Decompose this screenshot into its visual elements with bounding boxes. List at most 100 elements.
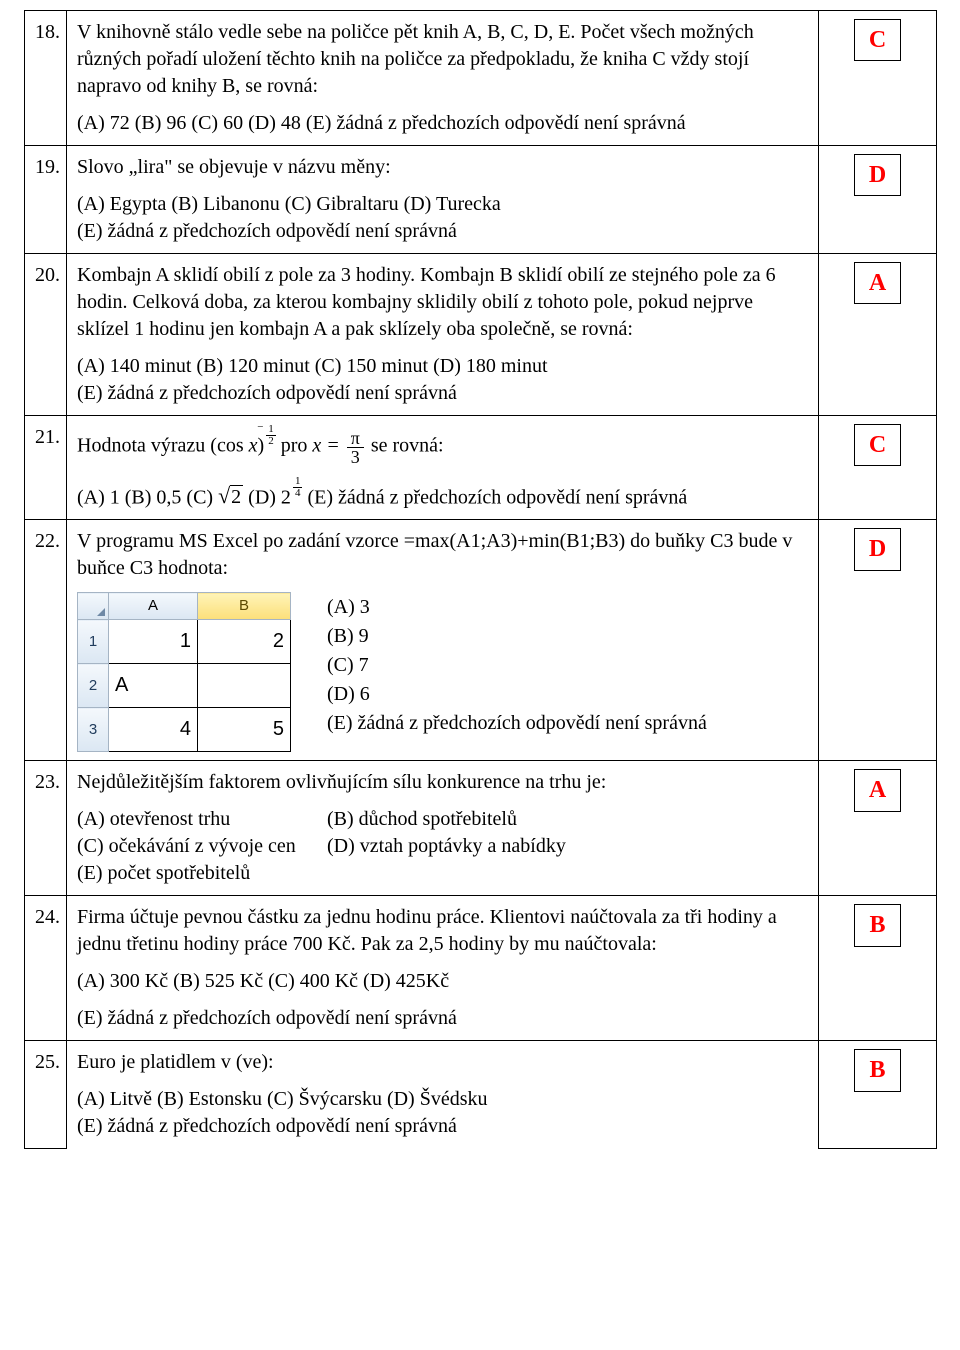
cell[interactable]: [198, 664, 291, 708]
q-options: (A) Egypta (B) Libanonu (C) Gibraltaru (…: [77, 191, 808, 245]
q-options: (A) 1 (B) 0,5 (C) √2 (D) 214 (E) žádná z…: [77, 476, 808, 512]
text: Hodnota výrazu (cos: [77, 435, 249, 457]
numerator: 1: [293, 476, 303, 487]
option: (B) důchod spotřebitelů: [327, 808, 517, 830]
answer-box: C: [854, 19, 901, 61]
option: (D) 6: [327, 681, 707, 708]
col-header[interactable]: B: [198, 593, 291, 620]
answer-cell: D: [819, 520, 937, 761]
questions-table: 18. V knihovně stálo vedle sebe na polič…: [24, 10, 937, 1149]
text: (E) žádná z předchozích odpovědí není sp…: [302, 486, 687, 508]
text: pro: [276, 435, 313, 457]
q-body: V knihovně stálo vedle sebe na poličce p…: [67, 11, 819, 146]
q-body: Hodnota výrazu (cos x)12 pro x = π3 se r…: [67, 416, 819, 520]
option: (E) žádná z předchozích odpovědí není sp…: [327, 710, 707, 737]
answer-box: B: [854, 1049, 900, 1091]
q-number: 22.: [25, 520, 67, 761]
q-body: Nejdůležitějším faktorem ovlivňujícím sí…: [67, 761, 819, 896]
table-row: 24. Firma účtuje pevnou částku za jednu …: [25, 896, 937, 1041]
cell[interactable]: 5: [198, 708, 291, 752]
answer-box: A: [854, 769, 901, 811]
answer-box: C: [854, 424, 901, 466]
option: (B) 9: [327, 623, 707, 650]
denominator: 4: [293, 487, 303, 499]
table-row: 23. Nejdůležitějším faktorem ovlivňující…: [25, 761, 937, 896]
cell[interactable]: 1: [109, 620, 198, 664]
q-body: Kombajn A sklidí obilí z pole za 3 hodin…: [67, 254, 819, 416]
table-row: 18. V knihovně stálo vedle sebe na polič…: [25, 11, 937, 146]
answer-cell: C: [819, 11, 937, 146]
row-header[interactable]: 2: [78, 664, 109, 708]
q-body: Slovo „lira" se objevuje v názvu měny: (…: [67, 146, 819, 254]
q-number: 25.: [25, 1041, 67, 1149]
option: (C) 7: [327, 652, 707, 679]
option: (C) očekávání z vývoje cen: [77, 833, 327, 860]
option: (D) vztah poptávky a nabídky: [327, 835, 566, 857]
radical-icon: √: [218, 483, 230, 508]
answer-cell: B: [819, 1041, 937, 1149]
math-var: x =: [312, 435, 344, 457]
text: (A) 1 (B) 0,5 (C): [77, 486, 218, 508]
table-row: 21. Hodnota výrazu (cos x)12 pro x = π3 …: [25, 416, 937, 520]
q-options: (A) 300 Kč (B) 525 Kč (C) 400 Kč (D) 425…: [77, 968, 808, 995]
numerator: 1: [266, 424, 276, 435]
col-header[interactable]: A: [109, 593, 198, 620]
q-options: (E) žádná z předchozích odpovědí není sp…: [77, 1005, 808, 1032]
exponent-fraction: 14: [293, 476, 303, 499]
q-body: Firma účtuje pevnou částku za jednu hodi…: [67, 896, 819, 1041]
text: se rovná:: [366, 435, 444, 457]
table-row: 22. V programu MS Excel po zadání vzorce…: [25, 520, 937, 761]
math-var: x: [249, 435, 258, 457]
denominator: 3: [347, 447, 364, 466]
q-number: 21.: [25, 416, 67, 520]
option: (E) počet spotřebitelů: [77, 862, 250, 884]
table-row: 25. Euro je platidlem v (ve): (A) Litvě …: [25, 1041, 937, 1149]
cell[interactable]: 2: [198, 620, 291, 664]
q-options: (A) 3 (B) 9 (C) 7 (D) 6 (E) žádná z před…: [327, 592, 707, 739]
cell[interactable]: 4: [109, 708, 198, 752]
q-body: Euro je platidlem v (ve): (A) Litvě (B) …: [67, 1041, 819, 1149]
answer-box: D: [854, 528, 901, 570]
excel-table: A B 1 1 2 2 A 3 4: [77, 592, 291, 752]
answer-cell: A: [819, 761, 937, 896]
select-all-corner[interactable]: [78, 593, 109, 620]
table-row: 19. Slovo „lira" se objevuje v názvu měn…: [25, 146, 937, 254]
answer-box: A: [854, 262, 901, 304]
q-text: Slovo „lira" se objevuje v názvu měny:: [77, 154, 808, 181]
q-text: Firma účtuje pevnou částku za jednu hodi…: [77, 904, 808, 958]
q-text: Hodnota výrazu (cos x)12 pro x = π3 se r…: [77, 424, 808, 466]
exponent-fraction: 12: [266, 424, 276, 447]
sqrt: √2: [218, 486, 243, 508]
page: 18. V knihovně stálo vedle sebe na polič…: [0, 0, 960, 1173]
answer-cell: B: [819, 896, 937, 1041]
answer-box: D: [854, 154, 901, 196]
row-header[interactable]: 3: [78, 708, 109, 752]
fraction: π3: [347, 429, 364, 466]
q-text: Euro je platidlem v (ve):: [77, 1049, 808, 1076]
q-text: V programu MS Excel po zadání vzorce =ma…: [77, 528, 808, 582]
q-number: 19.: [25, 146, 67, 254]
q-options: (A) Litvě (B) Estonsku (C) Švýcarsku (D)…: [77, 1086, 808, 1140]
q-text: V knihovně stálo vedle sebe na poličce p…: [77, 19, 808, 100]
text: (D) 2: [243, 486, 291, 508]
cell[interactable]: A: [109, 664, 198, 708]
q-number: 18.: [25, 11, 67, 146]
answer-cell: D: [819, 146, 937, 254]
q-number: 23.: [25, 761, 67, 896]
q-body: V programu MS Excel po zadání vzorce =ma…: [67, 520, 819, 761]
numerator: π: [347, 429, 364, 447]
row-header[interactable]: 1: [78, 620, 109, 664]
radicand: 2: [230, 485, 243, 508]
q-number: 24.: [25, 896, 67, 1041]
q-text: Kombajn A sklidí obilí z pole za 3 hodin…: [77, 262, 808, 343]
answer-cell: C: [819, 416, 937, 520]
table-row: 20. Kombajn A sklidí obilí z pole za 3 h…: [25, 254, 937, 416]
answer-box: B: [854, 904, 900, 946]
option: (A) otevřenost trhu: [77, 806, 327, 833]
excel-and-options: A B 1 1 2 2 A 3 4: [77, 592, 808, 752]
q-options: (A) otevřenost trhu(B) důchod spotřebite…: [77, 806, 808, 887]
q-text: Nejdůležitějším faktorem ovlivňujícím sí…: [77, 769, 808, 796]
option: (A) 3: [327, 594, 707, 621]
denominator: 2: [266, 435, 276, 447]
q-options: (A) 140 minut (B) 120 minut (C) 150 minu…: [77, 353, 808, 407]
